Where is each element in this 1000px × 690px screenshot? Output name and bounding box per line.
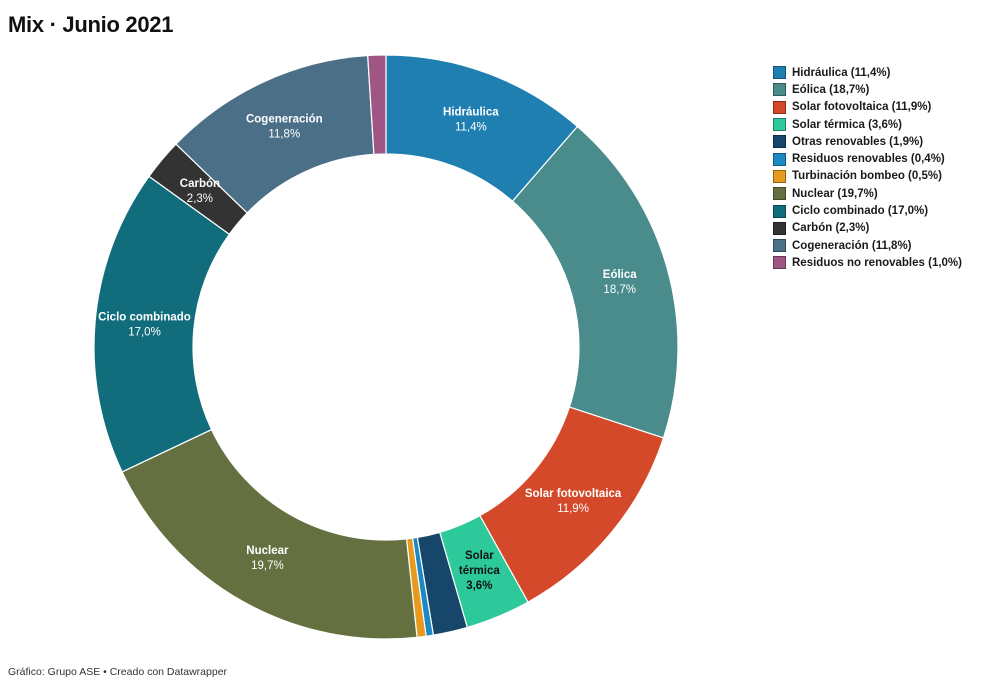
legend-item-otras-renovables: Otras renovables (1,9%) xyxy=(773,133,962,150)
legend-item-carbon: Carbón (2,3%) xyxy=(773,220,962,237)
legend-label: Turbinación bombeo (0,5%) xyxy=(792,170,942,183)
legend-swatch xyxy=(773,204,786,218)
slice-value-hidraulica: 11,4% xyxy=(455,121,487,133)
legend-item-eolica: Eólica (18,7%) xyxy=(773,81,962,98)
legend-label: Ciclo combinado (17,0%) xyxy=(792,205,929,218)
slice-value-nuclear: 19,7% xyxy=(251,560,284,572)
legend-swatch xyxy=(773,169,786,183)
legend-swatch xyxy=(773,66,786,80)
slice-label-solar-termica: térmica xyxy=(459,565,501,577)
legend-swatch xyxy=(773,83,786,97)
slice-value-solar-fotovoltaica: 11,9% xyxy=(557,503,589,515)
legend-swatch xyxy=(773,221,786,235)
legend-item-turbinacion-bombeo: Turbinación bombeo (0,5%) xyxy=(773,168,962,185)
legend-item-hidraulica: Hidráulica (11,4%) xyxy=(773,64,962,81)
legend-item-solar-termica: Solar térmica (3,6%) xyxy=(773,116,962,133)
legend-label: Residuos no renovables (1,0%) xyxy=(792,256,962,269)
chart-credit: Gráfico: Grupo ASE • Creado con Datawrap… xyxy=(8,666,228,678)
slice-label-eolica: Eólica xyxy=(603,269,637,281)
legend-label: Carbón (2,3%) xyxy=(792,222,870,235)
legend-swatch xyxy=(773,239,786,253)
slice-label-solar-termica: Solar xyxy=(465,550,494,562)
legend-label: Cogeneración (11,8%) xyxy=(792,239,912,252)
chart-title: Mix · Junio 2021 xyxy=(8,12,174,37)
legend-label: Residuos renovables (0,4%) xyxy=(792,153,945,166)
legend-item-residuos-renovables: Residuos renovables (0,4%) xyxy=(773,150,962,167)
legend-label: Hidráulica (11,4%) xyxy=(792,66,891,79)
slice-label-hidraulica: Hidráulica xyxy=(443,106,499,118)
legend-swatch xyxy=(773,135,786,149)
legend-swatch xyxy=(773,152,786,166)
legend-item-residuos-no-renovables: Residuos no renovables (1,0%) xyxy=(773,254,962,271)
chart-legend: Hidráulica (11,4%) Eólica (18,7%) Solar fo… xyxy=(773,64,962,272)
legend-swatch xyxy=(773,256,786,270)
slice-value-solar-termica: 3,6% xyxy=(466,580,492,592)
legend-label: Solar fotovoltaica (11,9%) xyxy=(792,101,932,114)
slice-value-ciclo-combinado: 17,0% xyxy=(128,327,161,339)
legend-item-nuclear: Nuclear (19,7%) xyxy=(773,185,962,202)
slice-label-solar-fotovoltaica: Solar fotovoltaica xyxy=(525,488,622,500)
slice-label-nuclear: Nuclear xyxy=(246,545,289,557)
legend-item-ciclo-combinado: Ciclo combinado (17,0%) xyxy=(773,202,962,219)
legend-label: Nuclear (19,7%) xyxy=(792,187,878,200)
slice-ciclo-combinado xyxy=(93,175,231,473)
slice-residuos-no-renovables xyxy=(367,54,387,156)
slice-label-cogeneracion: Cogeneración xyxy=(246,113,323,125)
donut-slices xyxy=(93,54,679,640)
slice-label-carbon: Carbón xyxy=(180,178,220,190)
legend-label: Solar térmica (3,6%) xyxy=(792,118,902,131)
slice-label-ciclo-combinado: Ciclo combinado xyxy=(98,312,191,324)
slice-value-carbon: 2,3% xyxy=(187,193,213,205)
slice-value-eolica: 18,7% xyxy=(603,284,636,296)
legend-label: Eólica (18,7%) xyxy=(792,83,870,96)
legend-label: Otras renovables (1,9%) xyxy=(792,135,924,148)
legend-item-solar-fotovoltaica: Solar fotovoltaica (11,9%) xyxy=(773,99,962,116)
legend-swatch xyxy=(773,187,786,201)
slice-value-cogeneracion: 11,8% xyxy=(268,128,300,140)
slice-labels: Hidráulica 11,4% Eólica 18,7% Solar fotovolt… xyxy=(98,106,637,591)
legend-swatch xyxy=(773,100,786,114)
slice-nuclear xyxy=(121,428,418,640)
legend-swatch xyxy=(773,118,786,132)
donut-chart: Hidráulica 11,4% Eólica 18,7% Solar fotovolt… xyxy=(93,54,679,640)
legend-item-cogeneracion: Cogeneración (11,8%) xyxy=(773,237,962,254)
slice-eolica xyxy=(511,125,679,439)
